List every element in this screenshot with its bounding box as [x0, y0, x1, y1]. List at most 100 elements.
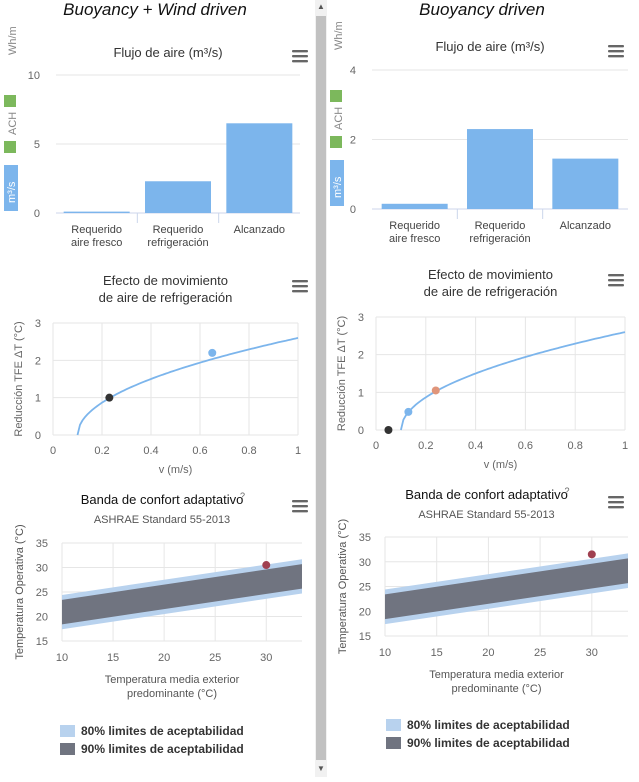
hamburger-icon[interactable]	[608, 496, 624, 509]
legend-item-90[interactable]: 90% limites de aceptabilidad	[60, 740, 244, 758]
x-axis-title: v (m/s)	[159, 464, 193, 476]
x-tick-label: 20	[482, 647, 494, 659]
y-axis-title: Temperatura Operativa (°C)	[14, 524, 26, 659]
comfort-chart-title: Banda de confort adaptativo	[81, 492, 244, 507]
x-category-label: aire fresco	[71, 237, 122, 249]
effect-chart-title: de aire de refrigeración	[99, 290, 233, 305]
y-tick-label: 20	[36, 612, 48, 624]
flow-bar[interactable]	[552, 158, 619, 209]
x-tick-label: 1	[295, 445, 301, 457]
x-tick-label: 0	[50, 445, 56, 457]
y-axis-title: Reducción TFE ΔT (°C)	[13, 321, 25, 436]
hamburger-line	[292, 50, 308, 53]
effect-point[interactable]	[404, 407, 413, 416]
x-tick-label: 20	[158, 652, 170, 664]
y-tick-label: 30	[36, 563, 48, 575]
panel-buoyancy: Buoyancy driven Flujo de aire (m³/s) Wh/m…	[327, 0, 637, 777]
x-tick-label: 0	[373, 440, 379, 452]
hamburger-line	[608, 279, 624, 282]
flow-bar[interactable]	[381, 203, 448, 209]
legend-item-80[interactable]: 80% limites de aceptabilidad	[60, 722, 244, 740]
flow-chart-title: Flujo de aire (m³/s)	[113, 45, 222, 60]
legend-swatch	[386, 737, 401, 749]
effect-point[interactable]	[105, 393, 114, 402]
x-axis-title: predominante (°C)	[127, 688, 217, 700]
effect-point[interactable]	[384, 426, 393, 434]
legend-item-90[interactable]: 90% limites de aceptabilidad	[386, 734, 570, 752]
y-tick-label: 4	[350, 65, 356, 77]
unit-m3s-label: m³/s	[332, 176, 344, 198]
x-category-label: Requerido	[153, 224, 204, 236]
hamburger-line	[292, 60, 308, 63]
comfort-point[interactable]	[587, 550, 596, 559]
y-tick-label: 0	[350, 204, 356, 216]
unit-wh-button[interactable]: Wh/m	[333, 21, 345, 50]
x-category-label: refrigeración	[469, 233, 530, 245]
comfort-point[interactable]	[262, 561, 271, 570]
y-tick-label: 0	[35, 430, 41, 442]
scroll-up-arrow-icon[interactable]: ▲	[317, 2, 325, 11]
x-tick-label: 10	[56, 652, 68, 664]
y-tick-label: 15	[359, 631, 371, 643]
comfort-legend-right: 80% limites de aceptabilidad 90% limites…	[386, 716, 570, 752]
y-tick-label: 15	[36, 636, 48, 648]
y-tick-label: 3	[35, 318, 41, 330]
flow-chart-title: Flujo de aire (m³/s)	[435, 39, 544, 54]
y-tick-label: 30	[359, 557, 371, 569]
x-axis-title: predominante (°C)	[452, 683, 542, 695]
hamburger-icon[interactable]	[292, 280, 308, 293]
y-tick-label: 1	[358, 387, 364, 399]
x-category-label: refrigeración	[147, 237, 208, 249]
comfort-legend-left: 80% limites de aceptabilidad 90% limites…	[60, 722, 244, 758]
flow-bar[interactable]	[226, 123, 293, 213]
hamburger-line	[292, 55, 308, 58]
legend-swatch	[386, 719, 401, 731]
legend-label: 80% limites de aceptabilidad	[81, 724, 244, 738]
unit-ach-button[interactable]: ACH	[333, 107, 345, 130]
hamburger-line	[608, 55, 624, 58]
panel-charts: Flujo de aire (m³/s) Wh/m ACH m³/s 0 2 4 Requer…	[330, 21, 628, 695]
scroll-down-arrow-icon[interactable]: ▼	[317, 764, 325, 773]
unit-m3s-button[interactable]	[4, 165, 18, 211]
unit-m3s-button[interactable]	[330, 160, 344, 206]
vertical-scrollbar[interactable]: ▲ ▼	[315, 0, 327, 777]
hamburger-icon[interactable]	[608, 45, 624, 58]
x-category-label: Requerido	[475, 220, 526, 232]
hamburger-line	[292, 290, 308, 293]
hamburger-icon[interactable]	[292, 50, 308, 63]
effect-point[interactable]	[208, 348, 217, 357]
hamburger-icon[interactable]	[292, 500, 308, 513]
effect-chart-title: Efecto de movimiento	[428, 267, 553, 282]
panel-buoyancy-wind: Buoyancy + Wind driven Flujo de aire (m³…	[0, 0, 310, 777]
legend-swatch	[60, 725, 75, 737]
legend-item-80[interactable]: 80% limites de aceptabilidad	[386, 716, 570, 734]
help-icon[interactable]: ?	[565, 486, 570, 496]
legend-label: 90% limites de aceptabilidad	[407, 736, 570, 750]
y-axis-title: Temperatura Operativa (°C)	[337, 519, 349, 654]
effect-chart-title: de aire de refrigeración	[424, 284, 558, 299]
flow-bar[interactable]	[467, 129, 533, 209]
x-tick-label: 0.8	[568, 440, 583, 452]
y-tick-label: 25	[36, 587, 48, 599]
help-icon[interactable]: ?	[240, 491, 245, 501]
hamburger-line	[292, 285, 308, 288]
x-tick-label: 30	[260, 652, 272, 664]
hamburger-line	[292, 280, 308, 283]
x-tick-label: 25	[534, 647, 546, 659]
x-axis-title: Temperatura media exterior	[105, 674, 240, 686]
legend-label: 90% limites de aceptabilidad	[81, 742, 244, 756]
hamburger-line	[608, 501, 624, 504]
unit-ach-button[interactable]: ACH	[7, 112, 19, 135]
x-category-label: Alcanzado	[560, 220, 611, 232]
scroll-thumb[interactable]	[316, 16, 326, 760]
x-category-label: aire fresco	[389, 233, 440, 245]
flow-bar[interactable]	[145, 181, 211, 213]
y-tick-label: 20	[359, 606, 371, 618]
hamburger-icon[interactable]	[608, 274, 624, 287]
unit-wh-button[interactable]: Wh/m	[7, 26, 19, 55]
effect-point[interactable]	[431, 386, 440, 395]
legend-swatch	[60, 743, 75, 755]
y-tick-label: 5	[34, 139, 40, 151]
comfort-chart-subtitle: ASHRAE Standard 55-2013	[94, 514, 230, 526]
flow-bar[interactable]	[63, 211, 130, 213]
